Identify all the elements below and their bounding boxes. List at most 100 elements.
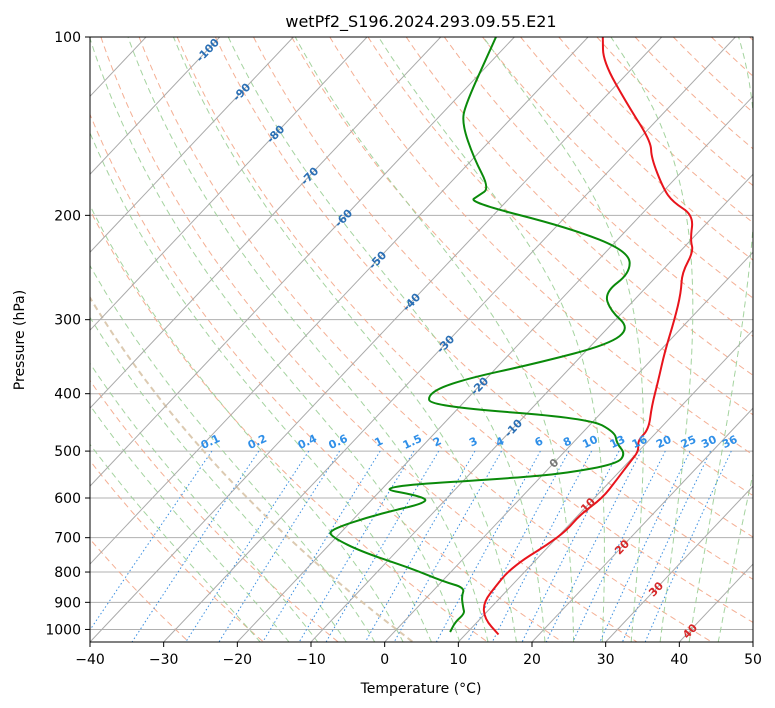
y-tick-label: 300 <box>54 313 81 329</box>
x-axis-ticks: −40 −30 −20 −10 0 10 20 30 40 50 <box>75 642 762 668</box>
x-axis-title: Temperature (°C) <box>360 681 482 697</box>
mixing-ratio-label: 13 <box>608 433 627 451</box>
mixing-ratio-lines <box>90 450 732 642</box>
x-tick-label: −40 <box>75 652 105 668</box>
mixing-ratio-line <box>298 450 415 642</box>
moist-adiabats <box>90 37 753 642</box>
isotherm-line <box>605 485 753 642</box>
mixing-ratio-line <box>599 450 691 642</box>
temperature-line <box>482 37 694 636</box>
x-tick-label: 40 <box>670 652 688 668</box>
y-tick-label: 900 <box>54 595 81 611</box>
mixing-ratio-line <box>393 450 502 642</box>
dry-adiabat <box>90 209 488 642</box>
moist-adiabat <box>90 264 376 642</box>
dry-adiabat <box>90 113 563 642</box>
moist-adiabat <box>482 37 644 642</box>
mixing-ratio-line <box>644 450 732 642</box>
mixing-ratio-label: 36 <box>720 433 740 451</box>
x-tick-label: 10 <box>449 652 467 668</box>
mixing-ratio-line <box>218 450 341 642</box>
isotherm-line <box>531 407 753 642</box>
mixing-ratio-line <box>262 450 381 642</box>
x-tick-label: 30 <box>597 652 615 668</box>
isotherm-line <box>90 37 294 253</box>
y-tick-label: 100 <box>54 30 81 46</box>
mixing-ratio-line <box>90 450 213 631</box>
mixing-ratio-label: 25 <box>679 433 698 451</box>
isotherm-line <box>310 173 753 642</box>
moist-adiabat <box>90 131 432 642</box>
plot-frame <box>89 36 754 643</box>
dry-adiabat <box>176 37 753 623</box>
moist-adiabat <box>717 471 753 642</box>
moist-adiabat <box>90 316 347 642</box>
mixing-ratio-label: 10 <box>580 433 600 451</box>
dry-adiabat <box>90 295 414 642</box>
mixing-ratio-line <box>491 450 593 642</box>
plot-area: -100-90-80-70-60-50-40-30-20-10010203040… <box>90 37 753 642</box>
dry-adiabat <box>482 37 753 299</box>
mixing-ratio-line <box>435 450 541 642</box>
y-tick-label: 200 <box>54 208 81 224</box>
dry-adiabats <box>90 37 753 642</box>
x-tick-label: −10 <box>296 652 326 668</box>
moist-adiabat <box>90 443 261 642</box>
dry-adiabat <box>100 37 638 642</box>
x-tick-label: −20 <box>223 652 253 668</box>
moist-adiabat <box>688 37 753 642</box>
y-tick-label: 600 <box>54 491 81 507</box>
moist-adiabat <box>90 37 461 642</box>
y-tick-label: 1000 <box>45 622 81 638</box>
isotherm-line <box>90 37 663 642</box>
isotherm-line <box>90 37 589 565</box>
x-tick-label: 0 <box>380 652 389 668</box>
mixing-ratio-line <box>572 450 666 642</box>
mixing-ratio-label: 16 <box>630 433 650 451</box>
y-tick-label: 700 <box>54 531 81 547</box>
isotherm-line <box>384 251 753 642</box>
moist-adiabat <box>227 37 546 642</box>
moist-adiabat <box>90 362 319 642</box>
y-axis-ticks: 100 200 300 400 500 600 700 800 900 1000 <box>45 30 90 638</box>
moist-adiabat <box>294 37 575 642</box>
moist-adiabat <box>173 37 517 642</box>
chart-title: wetPf2_S196.2024.293.09.55.E21 <box>285 12 556 32</box>
profile-series <box>329 37 694 636</box>
dry-adiabat <box>291 37 753 497</box>
isotherm-line <box>90 37 368 331</box>
mixing-ratio-line <box>185 450 310 642</box>
y-axis-title: Pressure (hPa) <box>12 290 28 390</box>
mixing-ratio-line <box>364 450 476 642</box>
moist-adiabat <box>127 37 489 642</box>
y-tick-label: 400 <box>54 387 81 403</box>
isotherm-line <box>90 37 221 176</box>
x-tick-label: 50 <box>744 652 762 668</box>
moist-adiabat <box>378 37 605 642</box>
mixing-ratio-label: 30 <box>699 433 719 451</box>
mixing-ratio-label: 20 <box>654 433 674 451</box>
dewpoint-line <box>329 37 631 633</box>
dry-adiabat <box>138 37 712 642</box>
x-tick-label: 20 <box>523 652 541 668</box>
isotherm-line <box>90 37 515 487</box>
y-tick-label: 500 <box>54 444 81 460</box>
dry-adiabat <box>90 379 339 642</box>
dry-adiabat <box>443 37 753 337</box>
moist-adiabat <box>610 37 694 642</box>
dry-adiabat <box>596 37 753 187</box>
dry-adiabat <box>367 37 753 416</box>
isotherm-lines <box>90 37 753 642</box>
dry-adiabat <box>214 37 753 580</box>
dry-adiabat <box>90 459 264 642</box>
isotherm-line <box>163 37 736 642</box>
isotherm-line <box>90 37 442 409</box>
dry-adiabat <box>634 37 753 150</box>
isotherm-line <box>236 95 753 642</box>
mixing-ratio-line <box>325 450 440 642</box>
y-tick-label: 800 <box>54 565 81 581</box>
moist-adiabat <box>90 404 290 642</box>
x-tick-label: −30 <box>149 652 179 668</box>
